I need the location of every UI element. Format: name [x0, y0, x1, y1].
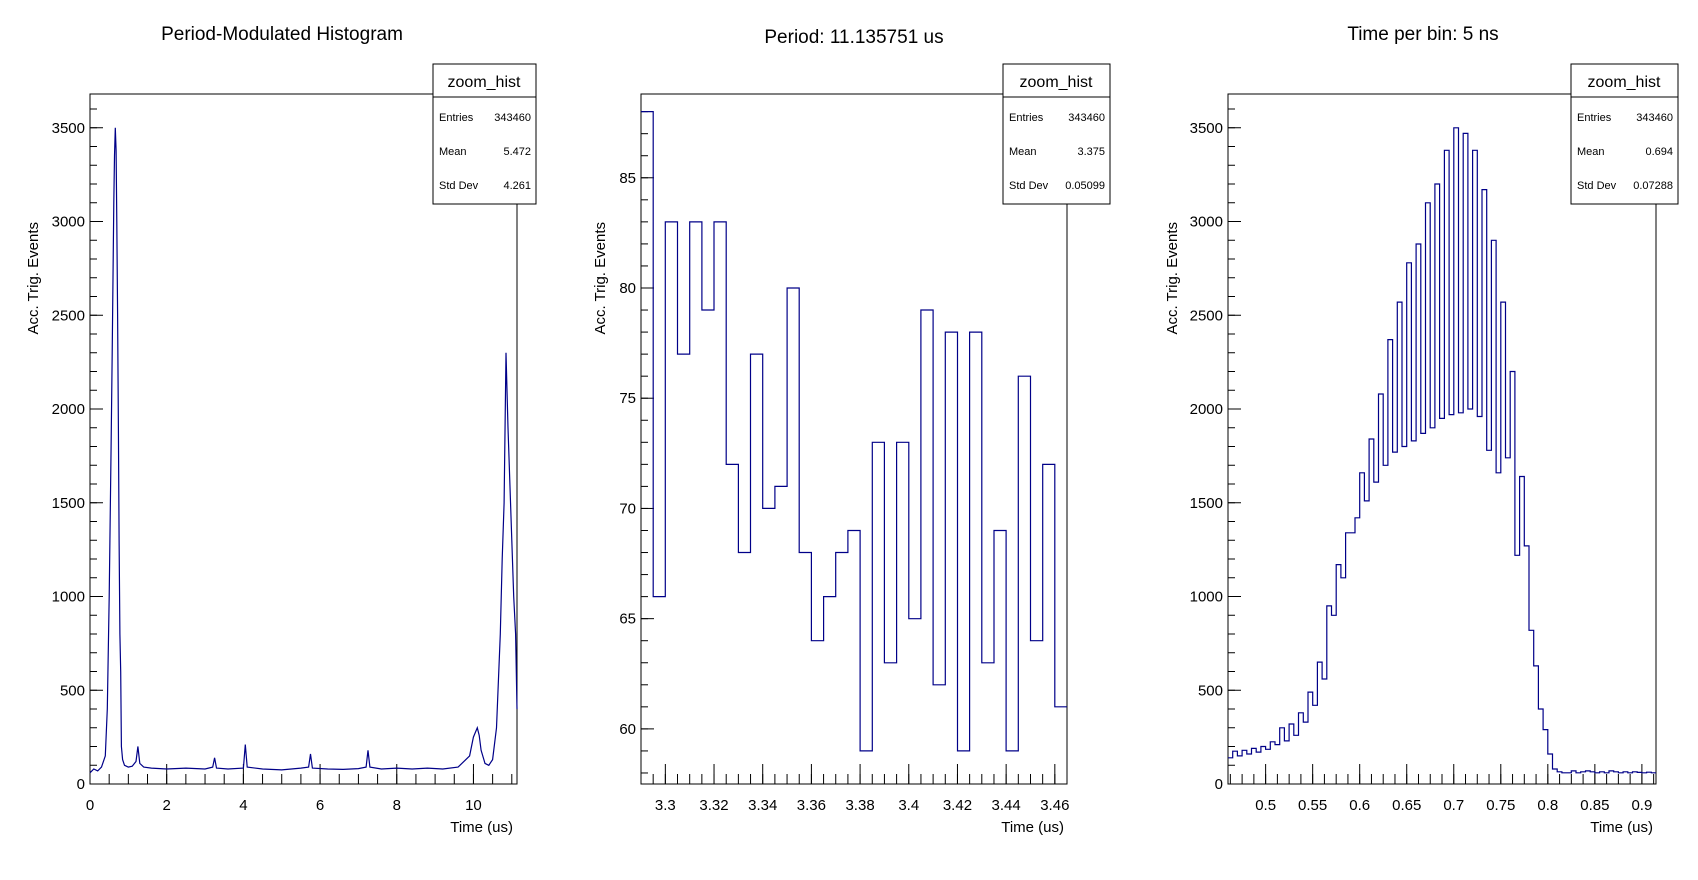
stats-std-label: Std Dev: [1009, 180, 1049, 192]
stats-entries-label: Entries: [439, 112, 474, 124]
y-tick-label: 60: [619, 721, 636, 738]
x-tick-label: 4: [239, 797, 247, 814]
y-tick-label: 2500: [1190, 307, 1223, 324]
y-tick-label: 1000: [1190, 589, 1223, 606]
chart-title: Period: 11.135751 us: [764, 27, 943, 48]
y-tick-label: 500: [60, 682, 85, 699]
y-tick-label: 3000: [1190, 214, 1223, 231]
stats-entries-value: 343460: [1068, 112, 1105, 124]
panel-period-modulated: Period-Modulated Histogram Acc. Trig. Ev…: [25, 24, 537, 836]
x-tick-label: 3.3: [655, 797, 676, 814]
chart-title: Time per bin: 5 ns: [1347, 24, 1498, 45]
y-tick-label: 0: [1215, 776, 1223, 793]
chart-title: Period-Modulated Histogram: [161, 24, 403, 45]
y-tick-label: 3000: [52, 214, 85, 231]
x-tick-label: 10: [465, 797, 482, 814]
x-tick-label: 0.9: [1631, 797, 1652, 814]
stats-entries-label: Entries: [1577, 112, 1612, 124]
stats-name: zoom_hist: [1588, 74, 1661, 91]
y-tick-label: 75: [619, 390, 636, 407]
y-tick-label: 2500: [52, 307, 85, 324]
series-line: [641, 111, 1067, 752]
panel-bin-zoom: Time per bin: 5 ns Acc. Trig. Events Tim…: [1164, 24, 1679, 836]
y-tick-label: 3500: [52, 120, 85, 137]
x-tick-label: 6: [316, 797, 324, 814]
x-tick-label: 0: [86, 797, 94, 814]
stats-entries-value: 343460: [494, 112, 531, 124]
stats-name: zoom_hist: [1020, 74, 1093, 91]
x-tick-label: 3.32: [699, 797, 728, 814]
x-tick-label: 0.55: [1298, 797, 1327, 814]
x-tick-label: 2: [163, 797, 171, 814]
x-axis-label: Time (us): [1001, 819, 1064, 836]
stats-name: zoom_hist: [448, 74, 521, 91]
x-tick-label: 3.42: [943, 797, 972, 814]
stats-mean-label: Mean: [1009, 146, 1037, 158]
stats-mean-value: 3.375: [1077, 146, 1105, 158]
y-tick-label: 2000: [1190, 401, 1223, 418]
series-line: [1228, 127, 1656, 774]
y-tick-label: 2000: [52, 401, 85, 418]
stats-box: zoom_hist Entries 343460 Mean 3.375 Std …: [1002, 63, 1111, 205]
stats-box: zoom_hist Entries 343460 Mean 5.472 Std …: [432, 63, 537, 205]
panel-period-zoom: Period: 11.135751 us Acc. Trig. Events T…: [592, 27, 1111, 836]
y-tick-label: 500: [1198, 682, 1223, 699]
stats-mean-value: 5.472: [503, 146, 531, 158]
y-axis-label: Acc. Trig. Events: [1164, 222, 1181, 335]
stats-entries-label: Entries: [1009, 112, 1044, 124]
x-tick-label: 3.38: [845, 797, 874, 814]
stats-entries-value: 343460: [1636, 112, 1673, 124]
x-tick-label: 0.6: [1349, 797, 1370, 814]
y-tick-label: 80: [619, 280, 636, 297]
stats-mean-label: Mean: [1577, 146, 1605, 158]
stats-std-value: 0.07288: [1633, 180, 1673, 192]
stats-mean-value: 0.694: [1645, 146, 1673, 158]
y-tick-label: 70: [619, 500, 636, 517]
series-line: [89, 127, 518, 774]
axis-ticks: 0.5 0.55 0.6 0.65 0.7 0.75 0.8 0.85 0.9 0 500 1000 1…: [1190, 108, 1655, 814]
x-tick-label: 0.75: [1486, 797, 1515, 814]
y-tick-label: 85: [619, 170, 636, 187]
x-tick-label: 0.7: [1443, 797, 1464, 814]
y-tick-label: 3500: [1190, 120, 1223, 137]
stats-std-value: 4.261: [503, 180, 531, 192]
axis-ticks: 0 2 4 6 8 10 0 500 1000 1500 2000 2500 3000 3500: [52, 108, 513, 814]
stats-mean-label: Mean: [439, 146, 467, 158]
stats-std-label: Std Dev: [1577, 180, 1617, 192]
x-tick-label: 0.5: [1255, 797, 1276, 814]
x-tick-label: 3.44: [992, 797, 1021, 814]
x-tick-label: 0.8: [1537, 797, 1558, 814]
x-tick-label: 3.46: [1040, 797, 1069, 814]
x-tick-label: 0.65: [1392, 797, 1421, 814]
x-tick-label: 0.85: [1580, 797, 1609, 814]
y-tick-label: 1500: [52, 495, 85, 512]
y-axis-label: Acc. Trig. Events: [25, 222, 42, 335]
stats-std-label: Std Dev: [439, 180, 479, 192]
stats-std-value: 0.05099: [1065, 180, 1105, 192]
x-axis-label: Time (us): [1590, 819, 1653, 836]
x-tick-label: 8: [393, 797, 401, 814]
x-axis-label: Time (us): [450, 819, 513, 836]
axis-ticks: 3.3 3.32 3.34 3.36 3.38 3.4 3.42 3.44 3.46 60 65 70…: [619, 111, 1069, 814]
plot-frame: [640, 93, 1068, 785]
stats-box: zoom_hist Entries 343460 Mean 0.694 Std …: [1570, 63, 1679, 205]
y-tick-label: 1000: [52, 589, 85, 606]
y-axis-label: Acc. Trig. Events: [592, 222, 609, 335]
y-tick-label: 1500: [1190, 495, 1223, 512]
y-tick-label: 0: [77, 776, 85, 793]
x-tick-label: 3.36: [797, 797, 826, 814]
x-tick-label: 3.4: [898, 797, 919, 814]
x-tick-label: 3.34: [748, 797, 777, 814]
plot-frame: [89, 93, 518, 785]
y-tick-label: 65: [619, 611, 636, 628]
